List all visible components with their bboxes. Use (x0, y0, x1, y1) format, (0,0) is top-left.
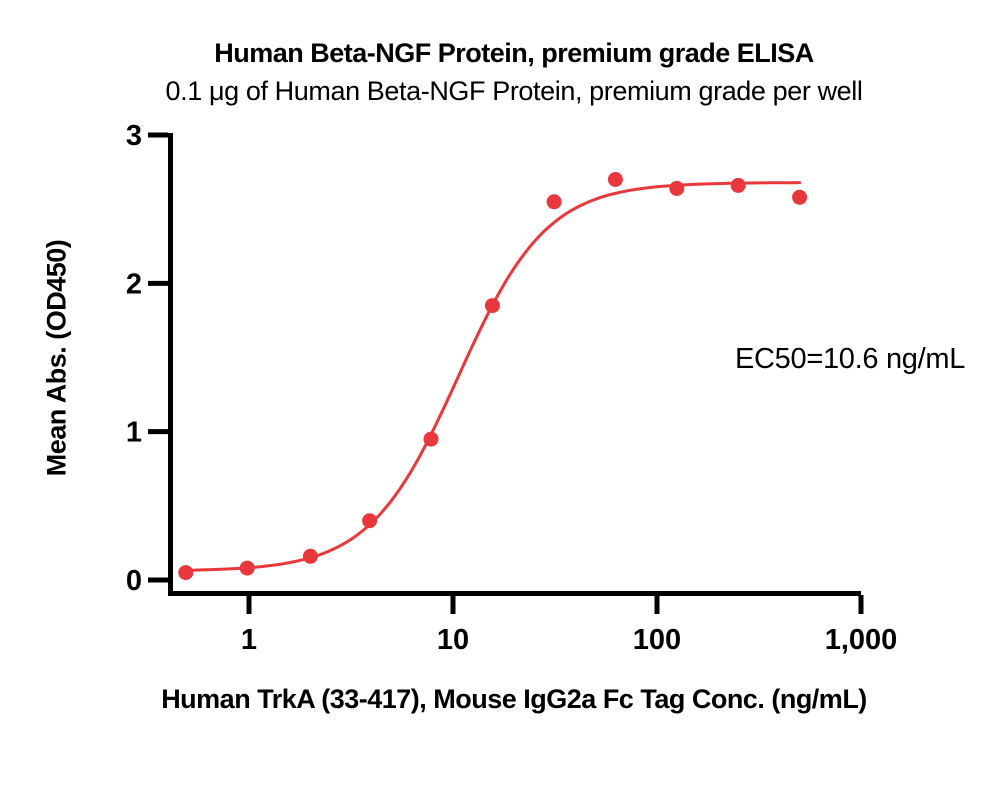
y-tick-label: 3 (126, 120, 142, 152)
data-point (546, 194, 562, 210)
x-tick-label: 10 (437, 624, 469, 656)
y-tick-label: 1 (126, 417, 142, 449)
data-point (484, 298, 500, 314)
chart-title: Human Beta-NGF Protein, premium grade EL… (214, 38, 814, 68)
x-tick-label: 1 (241, 624, 257, 656)
y-tick-label: 2 (126, 268, 142, 300)
data-point (239, 560, 255, 576)
axis-frame (168, 133, 861, 596)
x-tick-label: 1,000 (825, 624, 898, 656)
x-tick-label: 100 (633, 624, 681, 656)
data-point (607, 172, 623, 187)
ec50-annotation: EC50=10.6 ng/mL (735, 343, 966, 375)
data-point (302, 548, 318, 564)
chart-subtitle: 0.1 μg of Human Beta-NGF Protein, premiu… (165, 76, 863, 106)
data-point (792, 189, 808, 205)
fit-curve (184, 181, 802, 572)
y-tick-label: 0 (126, 565, 142, 597)
data-point (362, 513, 378, 529)
data-point (669, 180, 685, 196)
data-point (423, 431, 439, 447)
data-point (730, 177, 746, 193)
data-point (178, 565, 194, 581)
x-axis-title: Human TrkA (33-417), Mouse IgG2a Fc Tag … (161, 684, 867, 714)
